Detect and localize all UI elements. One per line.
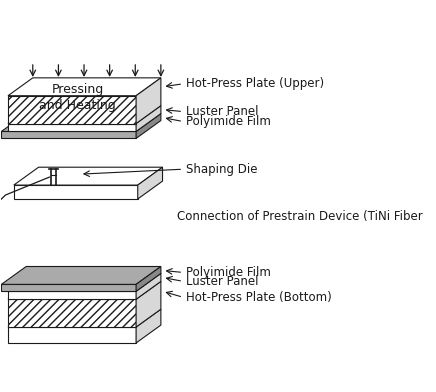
Text: Pressing
and Heating: Pressing and Heating (39, 83, 116, 112)
Polygon shape (8, 106, 161, 123)
Text: Connection of Prestrain Device (TiNi Fiber: Connection of Prestrain Device (TiNi Fib… (177, 211, 423, 223)
Text: Hot-Press Plate (Upper): Hot-Press Plate (Upper) (186, 77, 324, 90)
Polygon shape (1, 284, 136, 291)
Polygon shape (136, 114, 161, 138)
Text: Polyimide Film: Polyimide Film (186, 115, 271, 128)
Polygon shape (136, 281, 161, 327)
Text: Hot-Press Plate (Bottom): Hot-Press Plate (Bottom) (186, 291, 331, 304)
Text: Polyimide Film: Polyimide Film (186, 266, 271, 279)
Polygon shape (8, 281, 161, 299)
Polygon shape (136, 274, 161, 299)
Polygon shape (136, 106, 161, 131)
Text: Shaping Die: Shaping Die (186, 163, 257, 176)
Polygon shape (1, 114, 161, 131)
Polygon shape (8, 327, 136, 343)
Polygon shape (8, 299, 136, 327)
Polygon shape (136, 267, 161, 291)
Polygon shape (136, 78, 161, 123)
Polygon shape (14, 167, 163, 185)
Polygon shape (136, 309, 161, 343)
Polygon shape (8, 96, 136, 123)
Polygon shape (8, 274, 161, 291)
Polygon shape (14, 185, 138, 199)
Polygon shape (8, 123, 136, 131)
Polygon shape (8, 291, 136, 299)
Polygon shape (1, 267, 161, 284)
Polygon shape (1, 131, 136, 138)
Text: Luster Panel: Luster Panel (186, 105, 258, 118)
Polygon shape (8, 78, 161, 96)
Polygon shape (8, 309, 161, 327)
Text: Luster Panel: Luster Panel (186, 275, 258, 288)
Polygon shape (138, 167, 163, 199)
